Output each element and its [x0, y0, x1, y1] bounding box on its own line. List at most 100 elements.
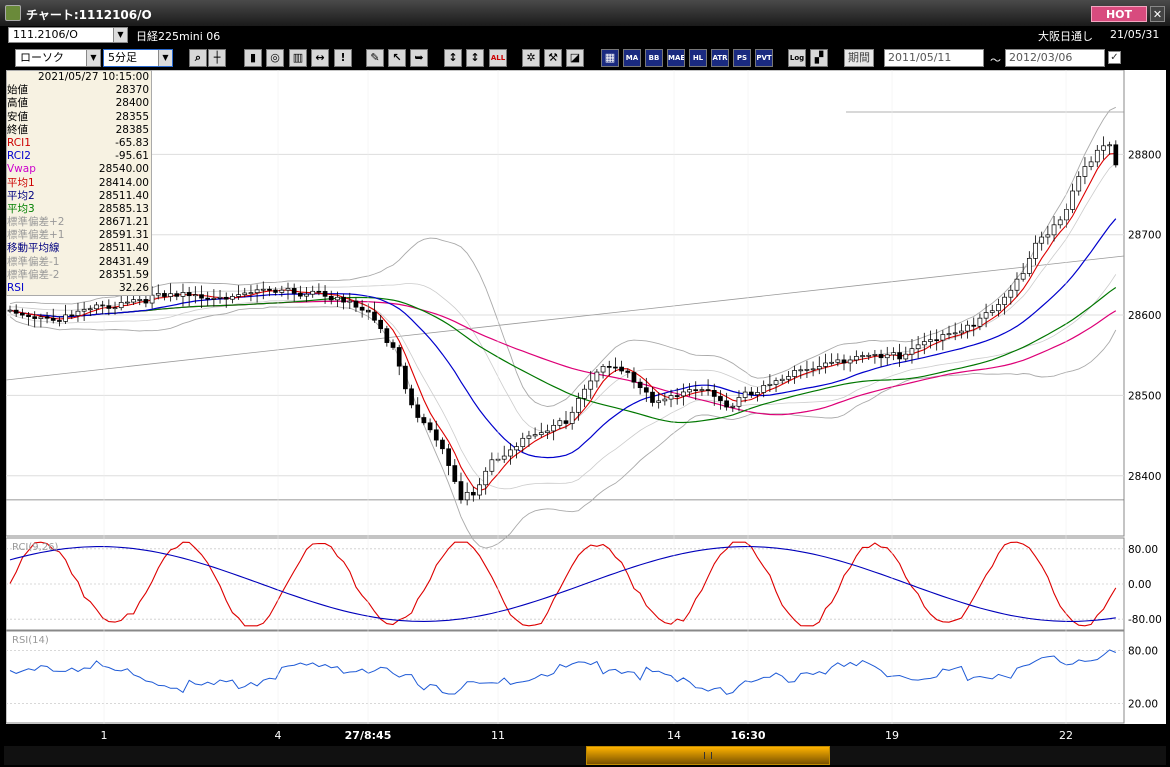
ma-button[interactable]: MA: [623, 49, 641, 67]
search-icon[interactable]: ⌕: [189, 49, 207, 67]
candle-icon[interactable]: ▮: [244, 49, 262, 67]
info-label: RCI1: [7, 136, 31, 149]
ma2-line: [9, 218, 1117, 459]
candle-body: [421, 417, 427, 424]
candle-body: [730, 405, 736, 408]
candle-body: [118, 302, 124, 309]
info-icon[interactable]: !: [334, 49, 352, 67]
atr-button[interactable]: ATR: [711, 49, 729, 67]
time-tick-label: 16:30: [730, 729, 765, 742]
cursor-icon[interactable]: ↖: [388, 49, 406, 67]
candle-body: [26, 314, 31, 318]
date-from-input[interactable]: 2011/05/11: [884, 49, 984, 67]
time-tick-label: 14: [667, 729, 681, 742]
tool-icon[interactable]: ⚒: [544, 49, 562, 67]
settings-icon[interactable]: ✲: [522, 49, 540, 67]
candle-body: [823, 362, 828, 367]
candle-body: [1107, 144, 1112, 147]
date-to-input[interactable]: 2012/03/06: [1005, 49, 1105, 67]
scroll-thumb[interactable]: [586, 746, 830, 765]
chart-area[interactable]: 28800 28700 28600 28500 28400 80.00 0.00 -80.00…: [6, 70, 1166, 746]
candle-body: [724, 400, 729, 408]
hot-button[interactable]: HOT: [1091, 6, 1147, 22]
candle-body: [1070, 190, 1075, 210]
candle-body: [236, 294, 241, 297]
candle-body: [248, 292, 254, 294]
info-value: 28355: [115, 110, 149, 123]
arrow-icon[interactable]: ➥: [410, 49, 428, 67]
bar-fit-icon[interactable]: ▥: [289, 49, 307, 67]
scroll-track[interactable]: [4, 746, 1166, 765]
chevron-down-icon[interactable]: ▼: [86, 50, 100, 66]
candle-body: [433, 429, 439, 441]
pvt-button[interactable]: PVT: [755, 49, 773, 67]
candle-body: [180, 292, 186, 297]
info-label: 平均3: [7, 202, 35, 215]
candle-body: [131, 299, 136, 303]
chevron-down-icon[interactable]: ▼: [158, 50, 172, 66]
info-row: 平均3 28585.13: [7, 203, 151, 216]
candle-body: [1026, 258, 1032, 274]
chart-type-select[interactable]: ローソク ▼: [15, 49, 101, 67]
pen-icon[interactable]: ✎: [366, 49, 384, 67]
chart-type-value: ローソク: [20, 51, 64, 64]
palette-icon[interactable]: ◪: [566, 49, 584, 67]
candle-body: [903, 353, 909, 360]
indicators-icon[interactable]: ▦: [601, 49, 619, 67]
rsi-tick-label: 20.00: [1128, 698, 1158, 710]
candle-body: [798, 369, 804, 372]
candle-body: [711, 389, 717, 397]
rci-panel: [6, 537, 1125, 631]
candle-body: [279, 289, 285, 293]
candle-body: [841, 359, 847, 364]
candle-body: [959, 330, 964, 334]
symbol-combo[interactable]: 111.2106/O ▼: [8, 27, 128, 43]
candle-body: [891, 352, 896, 356]
info-row: 標準偏差+1 28591.31: [7, 229, 151, 242]
hl-button[interactable]: HL: [689, 49, 707, 67]
time-tick-label: 19: [885, 729, 899, 742]
log-button[interactable]: Log: [788, 49, 806, 67]
crosshair-icon[interactable]: ┼: [208, 49, 226, 67]
chart-canvas[interactable]: 28800 28700 28600 28500 28400 80.00 0.00 -80.00…: [6, 70, 1166, 746]
ps-button[interactable]: PS: [733, 49, 751, 67]
candle-body: [223, 296, 229, 300]
candle-body: [687, 389, 692, 393]
bb-button[interactable]: BB: [645, 49, 663, 67]
close-icon[interactable]: ✕: [1150, 6, 1165, 22]
candle-body: [563, 420, 569, 424]
candle-body: [693, 389, 699, 392]
info-label: 高値: [7, 97, 28, 110]
info-label: 標準偏差-1: [7, 255, 60, 268]
candle-body: [316, 290, 322, 293]
candle-body: [1002, 296, 1007, 305]
info-label: 標準偏差+2: [7, 216, 65, 229]
candle-body: [569, 411, 575, 424]
info-row: 平均2 28511.40: [7, 190, 151, 203]
candle-body: [576, 398, 581, 413]
price-tick-label: 28400: [1128, 471, 1161, 483]
layout-icon[interactable]: ▞: [810, 49, 828, 67]
period-button[interactable]: 期間: [844, 49, 874, 67]
fit-b-icon[interactable]: ↕: [466, 49, 484, 67]
interval-select[interactable]: 5分足 ▼: [103, 49, 173, 67]
fit-a-icon[interactable]: ↕: [444, 49, 462, 67]
time-tick-label: 27/8:45: [345, 729, 392, 742]
info-label: 平均2: [7, 189, 35, 202]
mae-button[interactable]: MAE: [667, 49, 685, 67]
chevron-down-icon[interactable]: ▼: [113, 28, 127, 42]
date-to-value: 2012/03/06: [1009, 51, 1073, 64]
candle-body: [779, 378, 785, 381]
info-label: 安値: [7, 110, 28, 123]
candle-body: [804, 369, 810, 371]
date-checkbox[interactable]: ✓: [1108, 51, 1121, 64]
line-draw-icon[interactable]: ↔: [311, 49, 329, 67]
candle-body: [872, 354, 878, 356]
all-button[interactable]: ALL: [489, 49, 507, 67]
candle-body: [656, 400, 662, 403]
info-label: 終値: [7, 123, 28, 136]
candle-body: [742, 391, 748, 398]
candle-body: [13, 309, 19, 314]
candle-body: [1039, 236, 1045, 244]
zoom-icon[interactable]: ◎: [266, 49, 284, 67]
